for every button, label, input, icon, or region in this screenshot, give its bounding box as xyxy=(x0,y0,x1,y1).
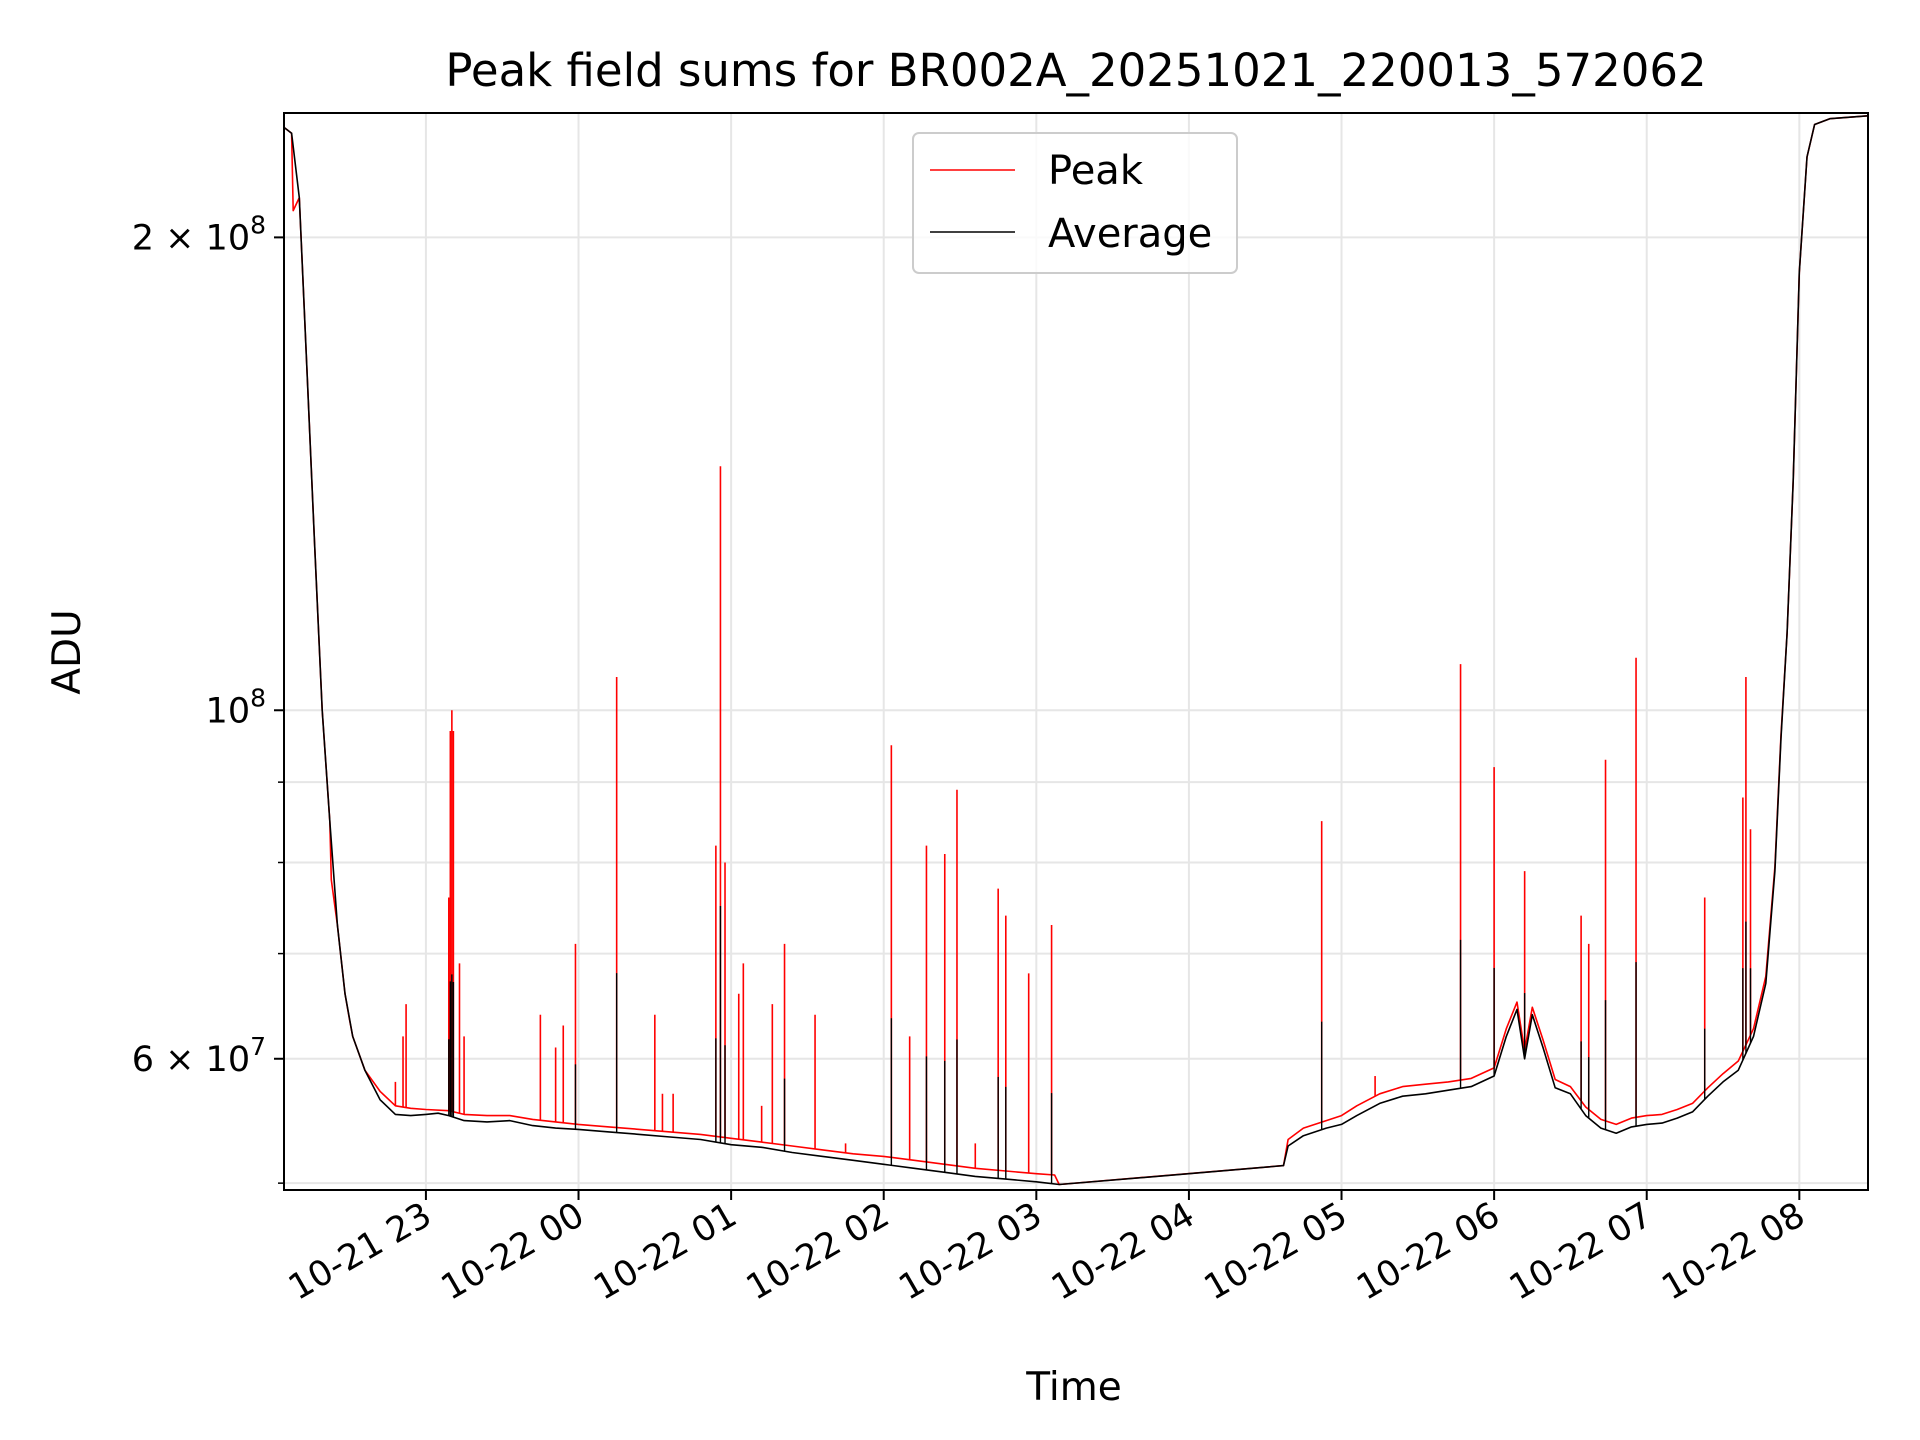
average-series-line xyxy=(283,115,1869,1186)
y-tick-base: 10 xyxy=(206,1040,251,1080)
x-axis-label: Time xyxy=(1025,1365,1121,1410)
chart-title: Peak field sums for BR002A_20251021_2200… xyxy=(445,44,1706,97)
y-tick-exponent: 7 xyxy=(250,1032,266,1061)
legend-average-label: Average xyxy=(1048,211,1212,257)
y-tick-exponent: 8 xyxy=(250,210,266,239)
legend: Peak Average xyxy=(912,132,1238,274)
y-tick-times: × xyxy=(154,1040,206,1080)
y-tick-exponent: 8 xyxy=(250,683,266,712)
y-tick-mantissa: 6 xyxy=(132,1040,154,1080)
y-tick-base: 10 xyxy=(206,218,251,258)
y-tick-label: 108 xyxy=(206,683,266,731)
legend-peak-label: Peak xyxy=(1048,148,1144,194)
y-tick-times: × xyxy=(154,218,206,258)
y-tick-base: 10 xyxy=(206,691,251,731)
y-tick-label: 2 × 108 xyxy=(132,210,266,258)
y-tick-mantissa: 2 xyxy=(132,218,154,258)
y-axis-label: ADU xyxy=(45,609,90,694)
plot-area-frame xyxy=(283,112,1869,1191)
series-layer xyxy=(283,115,1869,1186)
y-tick-label: 6 × 107 xyxy=(132,1032,266,1080)
legend-box xyxy=(912,132,1238,274)
